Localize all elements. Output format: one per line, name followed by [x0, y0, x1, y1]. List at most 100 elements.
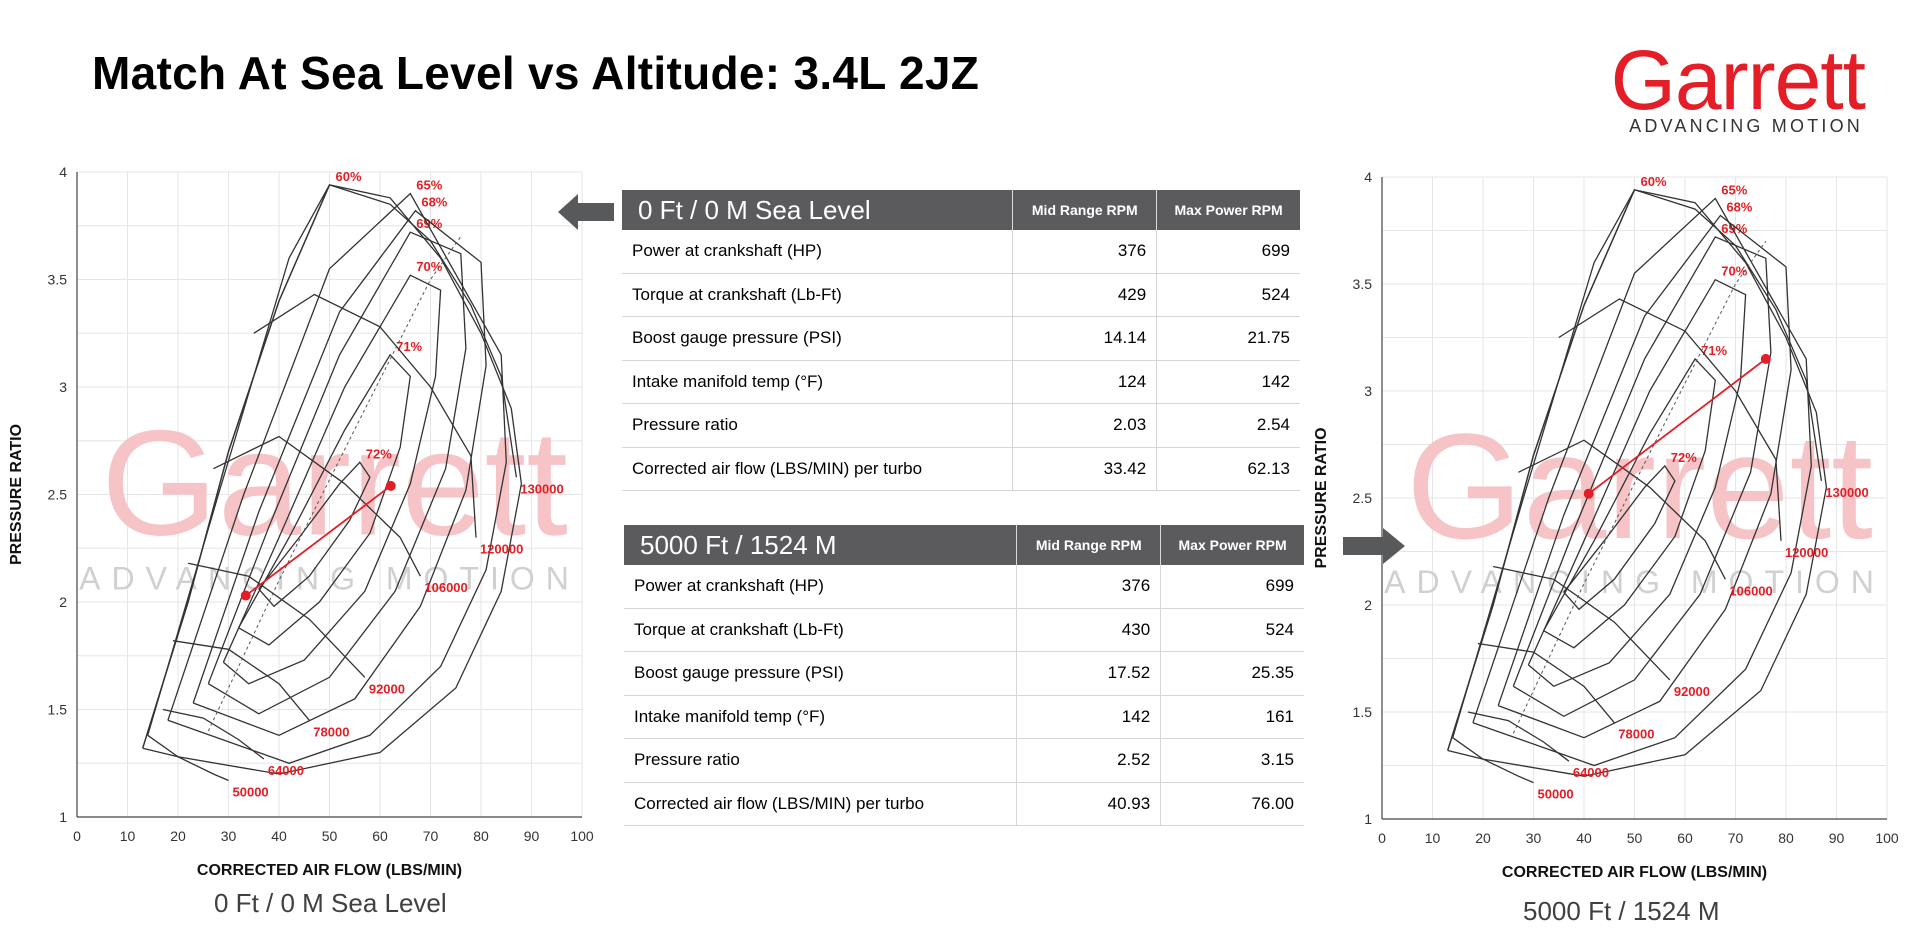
surge-line	[141, 184, 331, 749]
table-row: Pressure ratio 2.52 3.15	[624, 738, 1304, 783]
efficiency-label: 71%	[1701, 343, 1727, 358]
x-tick-label: 80	[473, 828, 489, 844]
mid-range-value: 2.52	[1016, 738, 1161, 783]
surge-line	[1446, 189, 1636, 751]
efficiency-label: 70%	[1721, 264, 1747, 279]
mid-range-value: 124	[1012, 360, 1157, 404]
max-power-value: 76.00	[1160, 782, 1304, 826]
row-label: Intake manifold temp (°F)	[624, 695, 1017, 739]
y-tick-label: 2	[1364, 597, 1372, 613]
efficiency-island	[1563, 464, 1676, 611]
mid-range-value: 40.93	[1016, 782, 1161, 826]
table-row: Corrected air flow (LBS/MIN) per turbo 33…	[622, 447, 1300, 491]
y-tick-label: 3.5	[1353, 276, 1373, 292]
row-label: Corrected air flow (LBS/MIN) per turbo	[624, 782, 1017, 826]
mid-range-value: 376	[1016, 565, 1161, 609]
efficiency-island	[1452, 189, 1828, 777]
x-tick-label: 50	[322, 828, 338, 844]
efficiency-island	[1512, 236, 1772, 718]
x-tick-label: 30	[221, 828, 237, 844]
chart-caption-sea-level: 0 Ft / 0 M Sea Level	[214, 888, 447, 918]
efficiency-island	[1527, 278, 1747, 688]
table-row: Boost gauge pressure (PSI) 14.14 21.75	[622, 316, 1300, 361]
max-power-value: 524	[1156, 273, 1300, 317]
y-tick-label: 3.5	[48, 272, 68, 288]
x-tick-label: 100	[570, 828, 594, 844]
arrow-right-icon	[1343, 528, 1405, 564]
row-label: Intake manifold temp (°F)	[622, 360, 1013, 404]
x-tick-label: 30	[1526, 830, 1542, 846]
x-axis-label: CORRECTED AIR FLOW (LBS/MIN)	[197, 862, 462, 879]
efficiency-island	[192, 209, 487, 737]
efficiency-island	[238, 353, 411, 646]
speed-line-label: 106000	[1729, 583, 1772, 598]
table-header-row: 0 Ft / 0 M Sea Level Mid Range RPM Max P…	[622, 190, 1300, 230]
efficiency-island	[1543, 357, 1716, 649]
y-tick-label: 4	[1364, 169, 1372, 185]
speed-line-label: 120000	[480, 542, 523, 557]
row-label: Power at crankshaft (HP)	[624, 565, 1017, 609]
speed-line-label: 92000	[1674, 684, 1710, 699]
altitude-performance-table: 5000 Ft / 1524 M Mid Range RPM Max Power…	[624, 525, 1304, 826]
table-row: Boost gauge pressure (PSI) 17.52 25.35	[624, 651, 1304, 696]
x-tick-label: 70	[1728, 830, 1744, 846]
speed-line-label: 130000	[520, 481, 563, 496]
speed-line-label: 92000	[369, 681, 405, 696]
x-tick-label: 0	[1378, 830, 1386, 846]
x-tick-label: 50	[1627, 830, 1643, 846]
speed-line	[329, 184, 518, 478]
mid-range-value: 2.03	[1012, 403, 1157, 448]
max-power-value: 524	[1160, 608, 1304, 652]
speed-line	[172, 640, 310, 721]
max-power-value: 142	[1156, 360, 1300, 404]
efficiency-island	[1472, 197, 1812, 767]
x-tick-label: 60	[372, 828, 388, 844]
efficiency-label: 60%	[1641, 174, 1667, 189]
table-header-row: 5000 Ft / 1524 M Mid Range RPM Max Power…	[624, 525, 1304, 565]
x-tick-label: 10	[120, 828, 136, 844]
chart-caption-altitude: 5000 Ft / 1524 M	[1523, 896, 1720, 926]
speed-line	[1518, 439, 1726, 580]
efficiency-island	[207, 231, 467, 715]
y-tick-label: 1	[1364, 811, 1372, 827]
operating-point	[240, 590, 251, 601]
y-tick-label: 1.5	[1353, 704, 1373, 720]
efficiency-label: 68%	[421, 195, 447, 210]
speed-line	[142, 747, 229, 782]
x-tick-label: 90	[524, 828, 540, 844]
max-power-value: 699	[1156, 230, 1300, 274]
operating-point	[1760, 353, 1771, 364]
speed-line	[1477, 642, 1615, 724]
operating-point	[1583, 488, 1594, 499]
efficiency-island	[222, 274, 442, 685]
x-tick-label: 20	[1475, 830, 1491, 846]
x-tick-label: 90	[1829, 830, 1845, 846]
x-tick-label: 100	[1875, 830, 1899, 846]
y-tick-label: 2	[59, 594, 67, 610]
watermark-tagline: ADVANCING MOTION	[79, 561, 580, 597]
mid-range-value: 17.52	[1016, 651, 1161, 696]
operating-line	[1588, 358, 1767, 495]
efficiency-label: 65%	[1721, 182, 1747, 197]
sea-level-performance-table: 0 Ft / 0 M Sea Level Mid Range RPM Max P…	[622, 190, 1300, 491]
speed-line	[1634, 189, 1823, 481]
compressor-map-altitude: Garrett ADVANCING MOTION 0 10 20 30 40 50 60 70 80…	[1310, 155, 1906, 885]
y-tick-label: 2.5	[1353, 490, 1373, 506]
max-power-value: 25.35	[1160, 651, 1304, 696]
x-tick-label: 0	[73, 828, 81, 844]
efficiency-label: 60%	[336, 169, 362, 184]
efficiency-island	[1497, 214, 1792, 739]
y-tick-label: 3	[59, 379, 67, 395]
column-header-mid: Mid Range RPM	[1016, 525, 1161, 565]
table-title: 5000 Ft / 1524 M	[624, 525, 1017, 565]
y-tick-label: 1	[59, 809, 67, 825]
mid-range-value: 429	[1012, 273, 1157, 317]
speed-line-label: 50000	[233, 784, 269, 799]
row-label: Pressure ratio	[624, 738, 1017, 783]
row-label: Pressure ratio	[622, 403, 1013, 448]
mid-range-value: 33.42	[1012, 447, 1157, 491]
table-row: Intake manifold temp (°F) 124 142	[622, 360, 1300, 404]
x-tick-label: 40	[271, 828, 287, 844]
efficiency-label: 65%	[416, 178, 442, 193]
y-axis-label: PRESSURE RATIO	[1313, 427, 1330, 568]
